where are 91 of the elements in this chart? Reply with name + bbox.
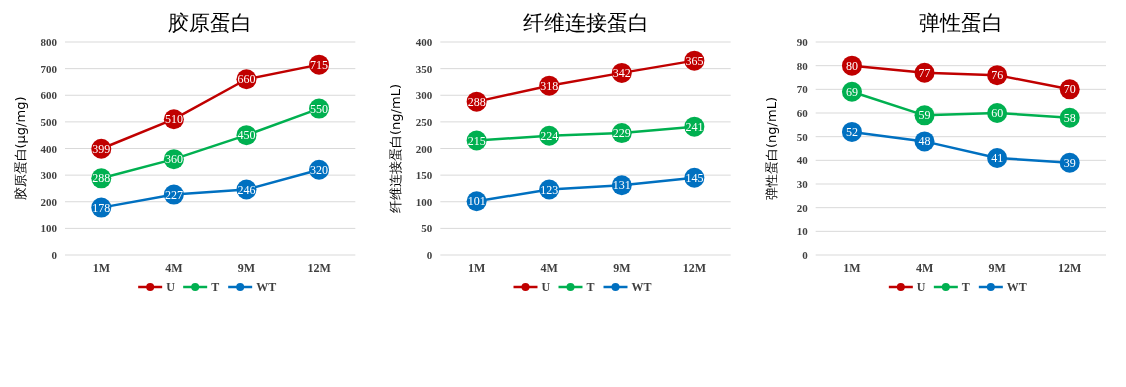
x-tick-label: 9M	[988, 261, 1006, 275]
data-label: 178	[92, 200, 111, 215]
data-label: 39	[1063, 155, 1076, 170]
y-tick-label: 60	[796, 107, 809, 119]
data-label: 715	[310, 57, 329, 72]
data-label: 70	[1063, 82, 1076, 97]
y-tick-label: 80	[796, 59, 809, 72]
data-label: 450	[237, 128, 256, 143]
y-tick-label: 400	[415, 36, 433, 48]
y-axis-title: 胶原蛋白(μg/mg)	[13, 96, 28, 201]
x-tick-label: 4M	[165, 261, 183, 275]
x-tick-label: 12M	[307, 261, 331, 275]
y-tick-label: 0	[802, 249, 809, 261]
data-label: 123	[540, 182, 559, 197]
data-label: 145	[685, 170, 704, 185]
legend-label: WT	[631, 280, 652, 294]
data-label: 360	[164, 152, 183, 167]
y-tick-label: 50	[421, 222, 433, 235]
data-label: 246	[237, 182, 256, 197]
data-label: 48	[918, 134, 931, 149]
y-tick-label: 0	[51, 249, 58, 261]
x-tick-label: 1M	[467, 261, 486, 275]
x-tick-label: 4M	[915, 261, 934, 275]
legend-label: U	[541, 280, 551, 294]
y-tick-label: 200	[415, 142, 433, 155]
y-tick-label: 10	[796, 225, 809, 238]
data-label: 342	[612, 65, 631, 80]
data-label: 101	[467, 194, 486, 209]
legend-label: T	[211, 280, 220, 294]
data-label: 320	[310, 162, 329, 177]
y-tick-label: 300	[415, 89, 433, 102]
y-tick-label: 700	[40, 62, 58, 75]
x-tick-label: 4M	[540, 261, 558, 275]
data-label: 224	[540, 128, 559, 143]
data-label: 60	[991, 106, 1004, 120]
x-tick-label: 9M	[237, 261, 256, 275]
legend-label: WT	[1006, 280, 1027, 294]
x-tick-label: 12M	[1058, 261, 1082, 275]
y-tick-label: 100	[415, 195, 433, 208]
y-axis-title: 纤维连接蛋白(ng/mL)	[388, 84, 404, 213]
data-label: 215	[467, 133, 486, 148]
data-label: 80	[845, 58, 858, 73]
chart-title: 纤维连接蛋白	[522, 11, 649, 35]
data-label: 41	[991, 150, 1004, 165]
legend-label: T	[961, 280, 970, 294]
data-label: 288	[467, 94, 486, 109]
legend-label: U	[166, 280, 176, 294]
y-tick-label: 800	[40, 36, 58, 48]
data-label: 76	[991, 68, 1004, 83]
y-tick-label: 70	[796, 83, 809, 96]
data-label: 131	[612, 178, 631, 193]
y-tick-label: 20	[796, 201, 809, 214]
y-tick-label: 500	[40, 115, 58, 128]
x-tick-label: 9M	[613, 261, 631, 275]
y-tick-label: 40	[796, 154, 809, 167]
legend-label: T	[586, 280, 595, 294]
data-label: 365	[685, 53, 704, 68]
y-tick-label: 200	[40, 195, 58, 208]
data-label: 227	[164, 187, 183, 202]
data-label: 288	[92, 171, 111, 186]
x-tick-label: 1M	[92, 261, 110, 275]
y-tick-label: 600	[40, 89, 58, 102]
data-label: 229	[612, 126, 631, 141]
data-label: 241	[685, 119, 704, 134]
y-tick-label: 250	[415, 115, 433, 128]
data-label: 52	[845, 124, 858, 139]
legend-label: WT	[256, 280, 277, 294]
y-tick-label: 30	[796, 178, 809, 190]
x-tick-label: 1M	[843, 261, 861, 275]
x-tick-label: 12M	[682, 261, 707, 275]
y-tick-label: 350	[415, 62, 433, 75]
chart-title: 弹性蛋白	[918, 11, 1003, 35]
data-label: 660	[237, 72, 256, 87]
y-tick-label: 90	[796, 36, 809, 48]
legend-label: U	[916, 280, 926, 294]
y-tick-label: 50	[796, 130, 809, 143]
data-label: 550	[310, 101, 329, 116]
y-tick-label: 150	[415, 169, 433, 182]
data-label: 59	[918, 108, 931, 123]
y-tick-label: 300	[40, 169, 58, 182]
data-label: 510	[164, 112, 183, 127]
y-tick-label: 100	[40, 222, 58, 235]
data-label: 399	[92, 141, 111, 156]
data-label: 58	[1063, 110, 1076, 125]
data-label: 318	[540, 78, 559, 93]
y-tick-label: 400	[40, 142, 58, 155]
y-tick-label: 0	[426, 249, 433, 261]
chart-title: 胶原蛋白	[168, 11, 253, 35]
data-label: 69	[845, 84, 858, 99]
y-axis-title: 弹性蛋白(ng/mL)	[763, 97, 779, 200]
data-label: 77	[918, 65, 931, 80]
